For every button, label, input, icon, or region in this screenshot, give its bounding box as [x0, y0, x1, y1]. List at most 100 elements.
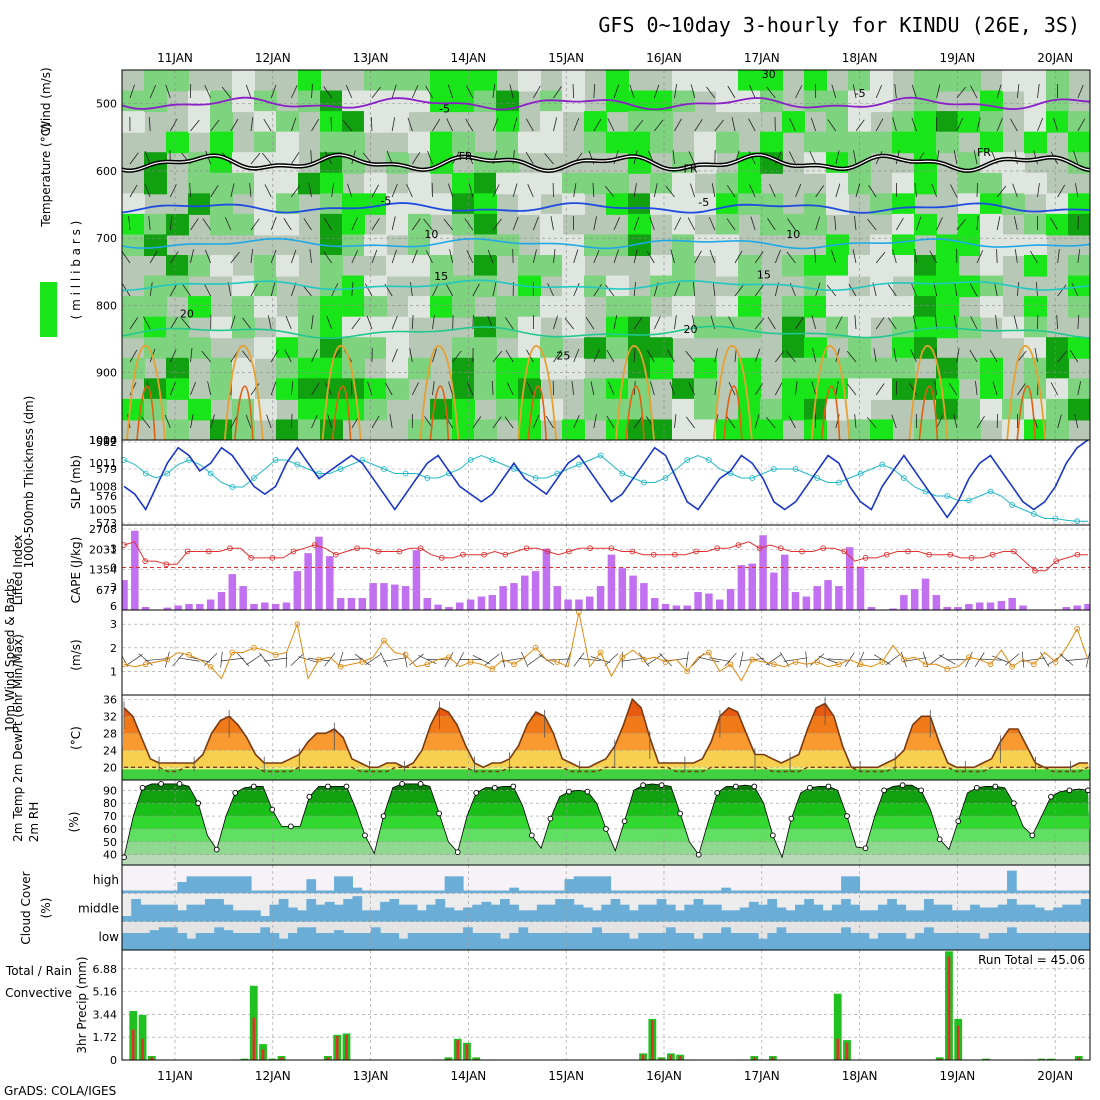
rh-cell [474, 172, 497, 195]
slp-axis-label: SLP (mb) [69, 455, 83, 509]
rh-cell [760, 131, 783, 154]
wind-barb [654, 119, 664, 132]
rh-cell [892, 213, 915, 236]
wind-barb [956, 348, 960, 363]
rh-cell [980, 275, 1003, 298]
rh2m-line-point [640, 782, 646, 789]
cloud-bar [361, 910, 372, 922]
cloud-bar [730, 933, 741, 950]
rh-cell [804, 398, 827, 421]
cloud-bar [131, 899, 141, 922]
rh2m-line-point [195, 800, 202, 807]
wind-barb [391, 216, 396, 231]
wind-barb-10m [646, 654, 663, 666]
wind-barb [714, 348, 718, 363]
rh-cell [496, 316, 519, 339]
wind-barb [391, 315, 398, 330]
wind-barb-10m [220, 657, 245, 662]
thickness-line-point [641, 479, 647, 486]
rh-cell [606, 70, 629, 92]
cloud-bar [684, 904, 695, 922]
cloud-bar [942, 933, 953, 950]
thickness-line [123, 454, 1088, 522]
thickness-line-point [122, 457, 127, 463]
rh-cell [452, 131, 475, 154]
rh-cell [892, 111, 915, 133]
pressure-axis-label: ( m i l l i b a r s ) [69, 221, 83, 320]
cloud-bar [868, 890, 879, 894]
cape-bar [791, 592, 800, 610]
cloud-bar [509, 887, 519, 894]
cloud-bar [131, 890, 141, 894]
wind-barb-10m [565, 651, 572, 668]
wind-barb-10m [484, 653, 500, 666]
wind-barb-10m [573, 652, 585, 667]
wind-barb [564, 317, 574, 330]
cape-bar [618, 568, 626, 610]
cloud-bar [629, 938, 639, 950]
wind-barb [411, 249, 418, 264]
cloud-bar [435, 890, 446, 894]
wind-barb [1012, 183, 1018, 198]
thickness-line-point [316, 470, 322, 477]
rh-cell [980, 90, 1003, 113]
wind-barb [573, 117, 580, 132]
rh-cell [958, 316, 981, 339]
rh-cell [1046, 213, 1069, 236]
rh-cell [452, 357, 475, 380]
cloud-bar [463, 927, 473, 950]
cloud-bar [693, 899, 704, 922]
wind10m-line-point [1074, 626, 1081, 632]
wind10m-line-point [186, 652, 192, 658]
rh-cell [584, 398, 607, 421]
rh-cell [276, 419, 299, 440]
rh-cell [386, 378, 409, 400]
wind-barb [607, 118, 615, 132]
wind-barb [169, 349, 177, 363]
wind-barb [204, 249, 212, 264]
rh2m-line-point [510, 783, 517, 790]
wind-barb [291, 185, 301, 198]
li-line-point [1074, 551, 1081, 558]
wind-barb [550, 216, 554, 231]
wind-barb [830, 249, 837, 264]
rh-cell [364, 398, 387, 421]
wind-barb [1037, 84, 1040, 99]
wind-barb-10m [527, 653, 544, 666]
rh-cell [936, 357, 959, 380]
cloud-bar [287, 933, 298, 950]
wind-barb [795, 381, 798, 396]
cloud-bar [140, 933, 151, 950]
precip-conv-bar [956, 1025, 960, 1060]
wind-barb [504, 416, 514, 429]
y-tick-label-right: 2708 [89, 523, 117, 536]
cloud-bar [1007, 899, 1017, 922]
cloud-bar [324, 901, 335, 922]
rh-cell [210, 213, 233, 236]
wind-barb [311, 349, 318, 363]
cloud-bar [629, 910, 639, 922]
rh-cell [474, 378, 497, 400]
rh-cell [210, 131, 233, 154]
cloud-bar [656, 899, 667, 922]
rh-cell [188, 193, 211, 215]
wind-barb [1017, 383, 1026, 396]
wind-barb [526, 382, 534, 396]
rh-cell [804, 378, 827, 400]
rh-cell [804, 337, 827, 359]
rh-cell [474, 213, 497, 236]
rh-cell [914, 378, 937, 400]
cape-bar [239, 586, 247, 610]
precip-axis-label: 3hr Precip (mm) [75, 956, 89, 1053]
cloud-bar [988, 933, 999, 950]
wind-barb [674, 315, 677, 330]
wind-barb [969, 349, 978, 363]
cloud-bar [721, 910, 731, 922]
cape-bar [542, 548, 551, 610]
wind-barb [1077, 84, 1084, 99]
cloud-bar [730, 910, 741, 922]
wind-barb [423, 218, 433, 231]
wind-barb [674, 282, 680, 297]
wind-barb [571, 381, 575, 396]
wind-barb [532, 85, 541, 99]
